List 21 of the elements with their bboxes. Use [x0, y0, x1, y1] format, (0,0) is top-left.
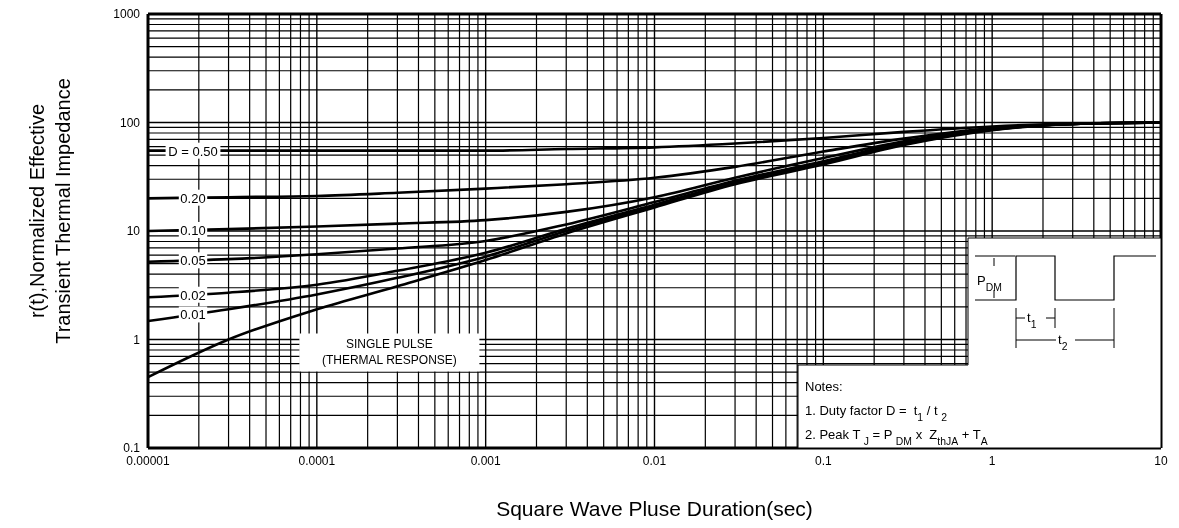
y-tick-label: 0.1 — [123, 441, 141, 456]
x-tick-label: 0.001 — [470, 453, 502, 468]
x-tick-label: 0.1 — [814, 453, 832, 468]
x-axis-title: Square Wave Pluse Duration(sec) — [496, 497, 813, 520]
y-axis-title: r(t),Normalized Effective Transient Thermal Impedance — [26, 78, 74, 344]
x-tick-label: 0.00001 — [126, 453, 171, 468]
y-tick-label: 1000 — [113, 7, 141, 22]
x-tick-label: 1 — [988, 453, 996, 468]
y-tick-label: 10 — [126, 224, 141, 239]
annotation: 1. Duty factor D = t$_{1}$ / t $_{2}$ — [805, 403, 948, 423]
annotation: P$_{DM}$ — [977, 273, 1002, 293]
y-tick-label: 100 — [119, 115, 141, 130]
x-tick-label: 0.01 — [642, 453, 667, 468]
x-tick-label: 0.0001 — [298, 453, 336, 468]
annotation: t$_{1}$ — [1027, 310, 1037, 330]
y-tick-label: 1 — [133, 332, 141, 347]
annotation: Notes: — [805, 379, 843, 394]
x-tick-label: 10 — [1154, 453, 1168, 468]
annotation: t$_{2}$ — [1058, 332, 1068, 352]
text: SINGLE PULSE (THERMAL RESPONSE) — [321, 336, 457, 367]
annotation: 2. Peak T $_{J}$ = P $_{DM}$ x Z$_{thJA}$ + T$_{A}$ — [805, 427, 988, 447]
